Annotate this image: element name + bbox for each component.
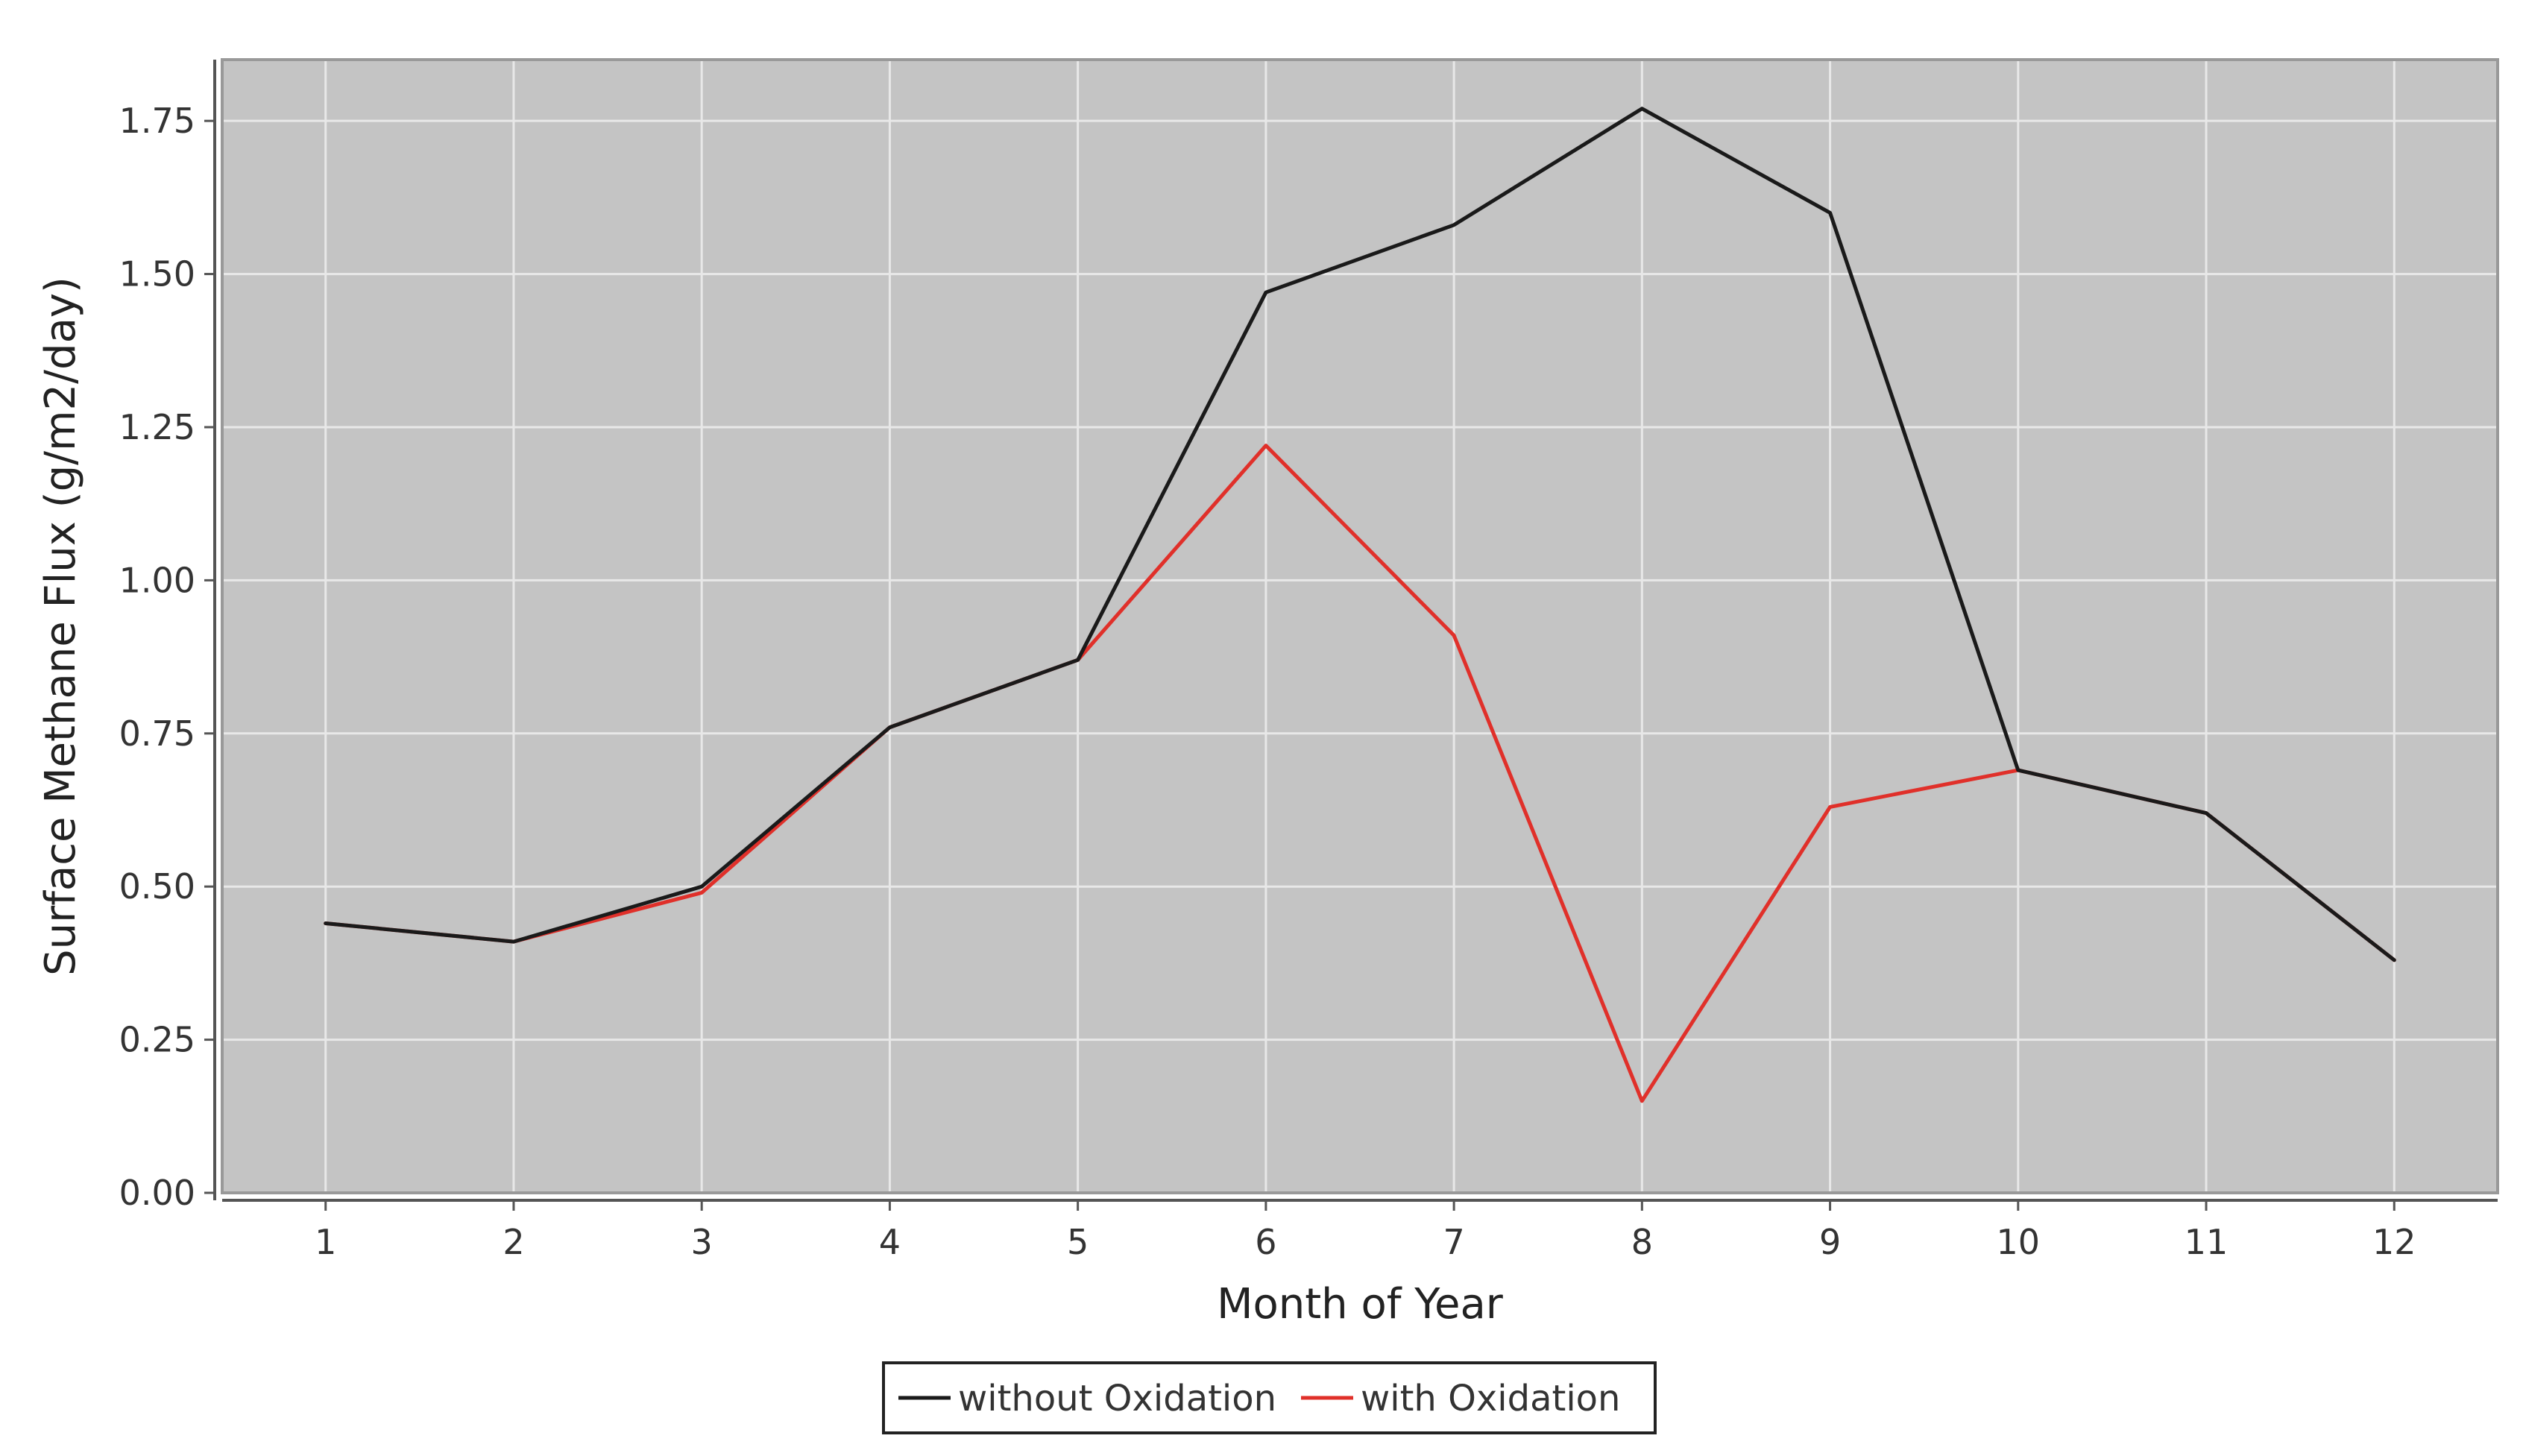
series-lines (324, 107, 2396, 1103)
x-axis-ticks: 1 2 3 4 5 6 7 8 9 10 11 12 (315, 1200, 2416, 1262)
x-tick-label: 8 (1631, 1222, 1653, 1262)
y-tick-label: 0.50 (119, 866, 195, 907)
legend: without Oxidation with Oxidation (882, 1361, 1657, 1434)
y-tick-label: 0.25 (119, 1020, 195, 1060)
x-tick-label: 12 (2372, 1222, 2416, 1262)
x-tick-label: 10 (1997, 1222, 2041, 1262)
y-axis-title: Surface Methane Flux (g/m2/day) (37, 277, 85, 976)
plot-frame (221, 58, 2499, 1194)
legend-box (882, 1361, 1657, 1434)
x-tick-label: 5 (1067, 1222, 1089, 1262)
legend-label-without-oxidation: without Oxidation (958, 1378, 1276, 1419)
x-tick-label: 9 (1819, 1222, 1841, 1262)
legend-label-with-oxidation: with Oxidation (1361, 1378, 1620, 1419)
x-tick-label: 2 (503, 1222, 524, 1262)
y-tick-label: 0.00 (119, 1173, 195, 1213)
y-tick-label: 1.25 (119, 407, 195, 447)
plot-background (222, 60, 2498, 1193)
series-line-without-oxidation (324, 107, 2396, 962)
x-tick-label: 11 (2185, 1222, 2229, 1262)
y-tick-label: 0.75 (119, 713, 195, 754)
x-tick-label: 1 (315, 1222, 336, 1262)
y-tick-label: 1.50 (119, 254, 195, 294)
y-axis-ticks: 0.00 0.25 0.50 0.75 1.00 1.25 1.50 1.75 (119, 101, 215, 1213)
x-axis-title: Month of Year (1217, 1280, 1504, 1329)
grid-lines (222, 60, 2498, 1193)
y-tick-label: 1.75 (119, 101, 195, 141)
x-tick-label: 4 (879, 1222, 901, 1262)
x-tick-label: 7 (1443, 1222, 1464, 1262)
y-tick-label: 1.00 (119, 560, 195, 600)
x-tick-label: 6 (1255, 1222, 1276, 1262)
x-tick-label: 3 (691, 1222, 713, 1262)
